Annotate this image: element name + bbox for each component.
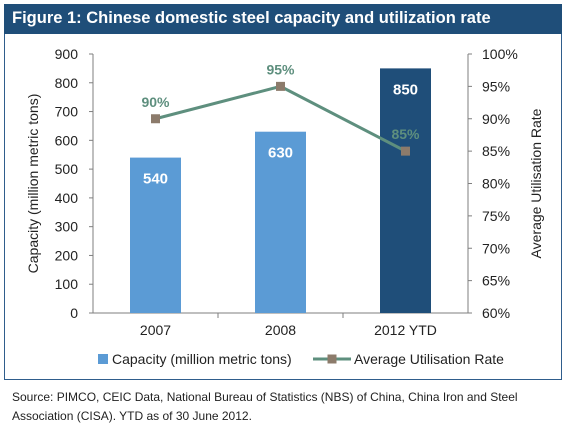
y2-tick-label: 90% <box>482 111 510 127</box>
line-value-label: 85% <box>391 126 420 142</box>
y2-tick-label: 60% <box>482 305 510 321</box>
y2-tick-label: 80% <box>482 176 510 192</box>
y-tick-label: 800 <box>55 75 79 91</box>
y2-tick-label: 85% <box>482 143 510 159</box>
bar <box>255 131 306 313</box>
bar-value-label: 630 <box>268 145 293 162</box>
y2-tick-label: 75% <box>482 208 510 224</box>
chart: 0 100 200 300 400 500 600 700 800 900 60% 65% 70% 75%… <box>25 46 544 367</box>
title-bar: Figure 1: Chinese domestic steel capacit… <box>4 4 562 34</box>
y-tick-label: 900 <box>55 46 79 62</box>
y-tick-label: 400 <box>55 190 79 206</box>
y2-tick-label: 65% <box>482 273 510 289</box>
line-value-label: 90% <box>141 94 170 110</box>
source-note: Source: PIMCO, CEIC Data, National Burea… <box>12 390 518 423</box>
legend-swatch-capacity <box>98 354 108 364</box>
line-point <box>276 81 285 91</box>
x-tick-label: 2007 <box>140 322 171 338</box>
y-tick-label: 700 <box>55 104 79 120</box>
line-value-label: 95% <box>266 61 295 77</box>
y-tick-label: 200 <box>55 247 79 263</box>
legend-label-capacity: Capacity (million metric tons) <box>112 351 292 367</box>
y-tick-label: 600 <box>55 132 79 148</box>
y-tick-label: 100 <box>55 276 79 292</box>
y-axis-title: Capacity (million metric tons) <box>25 94 41 274</box>
figure-title: Figure 1: Chinese domestic steel capacit… <box>12 9 491 27</box>
y-tick-label: 0 <box>70 305 78 321</box>
bar-value-label: 540 <box>143 171 168 188</box>
y2-tick-label: 100% <box>482 46 518 62</box>
y-tick-label: 300 <box>55 219 79 235</box>
bar <box>380 68 431 313</box>
legend-swatch-marker <box>327 354 337 364</box>
line-point <box>401 146 410 156</box>
legend-label-utilisation: Average Utilisation Rate <box>354 351 504 367</box>
x-tick-label: 2008 <box>265 322 296 338</box>
y2-axis-title: Average Utilisation Rate <box>528 108 544 258</box>
y2-tick-label: 95% <box>482 78 510 94</box>
y-tick-label: 500 <box>55 161 79 177</box>
bar-value-label: 850 <box>393 81 418 98</box>
bar <box>130 157 181 313</box>
y2-tick-label: 70% <box>482 240 510 256</box>
line-point <box>151 114 160 124</box>
x-tick-label: 2012 YTD <box>374 322 437 338</box>
